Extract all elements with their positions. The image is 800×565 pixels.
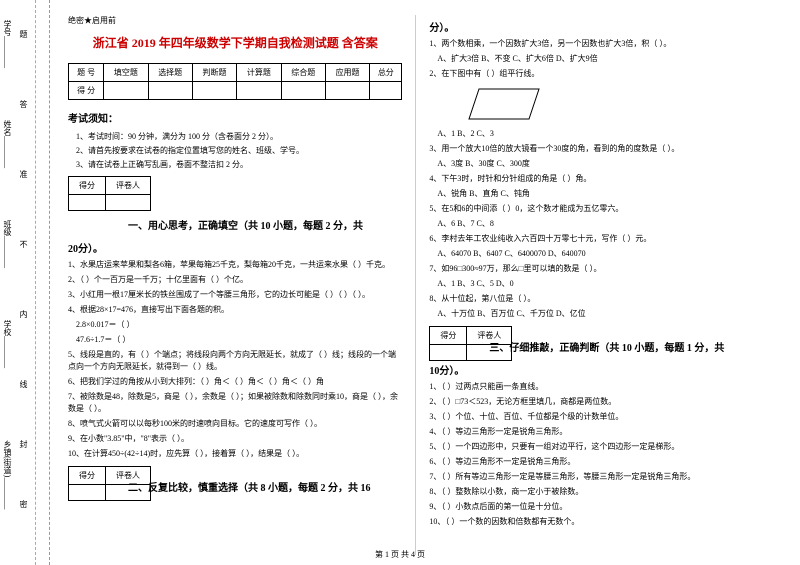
question: 10、在计算450÷(42÷14)时，应先算（ ），接着算（ ），结果是（ ）。 xyxy=(68,448,402,460)
question: 6、李村去年工农业纯收入六百四十万零七十元，写作（ ）元。 xyxy=(429,233,763,245)
section-2-cont: 分）。 xyxy=(429,19,763,34)
margin-field-name: 姓名________ xyxy=(2,120,13,168)
question: 6、（ ）等边三角形不一定是锐角三角形。 xyxy=(429,456,763,468)
question: 2、（ ）个一百万是一千万；十亿里面有（ ）个亿。 xyxy=(68,274,402,286)
seal-char: 答 xyxy=(18,100,29,108)
question-opts: A、十万位 B、百万位 C、千万位 D、亿位 xyxy=(429,308,763,320)
right-column: 分）。 1、两个数相乘，一个因数扩大3倍，另一个因数也扩大3倍，积（ ）。 A、… xyxy=(421,15,771,555)
question: 7、（ ）所有等边三角形一定是等腰三角形，等腰三角形一定是锐角三角形。 xyxy=(429,471,763,483)
question-opts: A、1 B、3 C、5 D、0 xyxy=(429,278,763,290)
notice-item: 3、请在试卷上正确写乱画，卷面不整洁扣 2 分。 xyxy=(68,159,402,170)
mini-header: 评卷人 xyxy=(106,177,151,195)
question: 9、在小数"3.85"中，"8"表示（ ）。 xyxy=(68,433,402,445)
score-header: 判断题 xyxy=(192,64,236,82)
seal-char: 内 xyxy=(18,310,29,318)
margin-field-school: 学校________ xyxy=(2,320,13,368)
binding-margin: 学号________ 姓名________ 班级________ 学校_____… xyxy=(0,0,50,565)
section-1-cont: 20分）。 xyxy=(68,240,402,255)
seal-char: 封 xyxy=(18,440,29,448)
seal-char: 密 xyxy=(18,500,29,508)
question: 3、小红用一根17厘米长的铁丝围成了一个等腰三角形，它的边长可能是（ ）（ ）（… xyxy=(68,289,402,301)
margin-field-town: 乡镇(街道)________ xyxy=(2,440,13,509)
table-row: 题 号 填空题 选择题 判断题 计算题 综合题 应用题 总分 xyxy=(69,64,402,82)
question: 10、（ ）一个数的因数和倍数都有无数个。 xyxy=(429,516,763,528)
score-table: 题 号 填空题 选择题 判断题 计算题 综合题 应用题 总分 得 分 xyxy=(68,63,402,100)
question: 1、两个数相乘，一个因数扩大3倍，另一个因数也扩大3倍，积（ ）。 xyxy=(429,38,763,50)
score-header: 选择题 xyxy=(148,64,192,82)
score-header: 填空题 xyxy=(104,64,148,82)
section-1-title: 一、用心思考，正确填空（共 10 小题，每题 2 分，共 xyxy=(128,221,363,232)
section-2-title: 二、反复比较，慎重选择（共 8 小题，每题 2 分，共 16 xyxy=(128,479,402,494)
score-header: 计算题 xyxy=(237,64,281,82)
question: 5、在5和6的中间添（ ）0，这个数才能成为五亿零六。 xyxy=(429,203,763,215)
score-header: 总分 xyxy=(370,64,402,82)
question: 7、如96□300≈97万，那么□里可以填的数是（ ）。 xyxy=(429,263,763,275)
question: 4、下午3时，时针和分针组成的角是（ ）角。 xyxy=(429,173,763,185)
question: 3、用一个放大10倍的放大镜看一个30度的角，看到的角的度数是（ ）。 xyxy=(429,143,763,155)
grader-table: 得分评卷人 xyxy=(68,176,151,211)
notice-title: 考试须知： xyxy=(68,110,402,125)
question: 9、（ ）小数点后面的第一位是十分位。 xyxy=(429,501,763,513)
question: 8、（ ）整数除以小数，商一定小于被除数。 xyxy=(429,486,763,498)
notice-item: 2、请首先按要求在试卷的指定位置填写您的姓名、班级、学号。 xyxy=(68,145,402,156)
question: 5、线段是直的，有（ ）个端点；将线段向两个方向无限延长，就成了（ ）线；线段的… xyxy=(68,349,402,373)
exam-title: 浙江省 2019 年四年级数学下学期自我检测试题 含答案 xyxy=(68,34,402,51)
question-opts: A、扩大3倍 B、不变 C、扩大6倍 D、扩大9倍 xyxy=(429,53,763,65)
notice-item: 1、考试时间：90 分钟，满分为 100 分（含卷面分 2 分）。 xyxy=(68,131,402,142)
section-3-cont: 10分）。 xyxy=(429,362,763,377)
score-header: 应用题 xyxy=(325,64,369,82)
seal-line xyxy=(35,0,36,565)
column-separator xyxy=(415,15,416,555)
question: 8、喷气式火箭可以以每秒100米的时速喷向目标。它的速度可写作（ ）。 xyxy=(68,418,402,430)
question-sub: 47.6÷1.7＝（ ） xyxy=(68,334,402,346)
question: 2、在下图中有（ ）组平行线。 xyxy=(429,68,763,80)
question-sub: 2.8×0.017＝（ ） xyxy=(68,319,402,331)
question: 1、（ ）过两点只能画一条直线。 xyxy=(429,381,763,393)
question: 1、水果店运来苹果和梨各6箱，苹果每箱25千克，梨每箱20千克，一共运来水果（ … xyxy=(68,259,402,271)
margin-field-class: 班级________ xyxy=(2,220,13,268)
question-opts: A、3度 B、30度 C、300度 xyxy=(429,158,763,170)
mini-header: 得分 xyxy=(69,177,106,195)
question: 7、被除数是48，除数是5，商是（ ），余数是（ ）；如果被除数和除数同时乘10… xyxy=(68,391,402,415)
seal-char: 线 xyxy=(18,380,29,388)
score-header: 综合题 xyxy=(281,64,325,82)
question: 4、根据28×17=476，直接写出下面各题的积。 xyxy=(68,304,402,316)
question: 6、把我们学过的角按从小到大排列：（ ）角＜（ ）角＜（ ）角＜（ ）角 xyxy=(68,376,402,388)
question: 8、从十位起，第八位是（ ）。 xyxy=(429,293,763,305)
margin-field-id: 学号________ xyxy=(2,20,13,68)
rhombus-icon xyxy=(459,84,549,124)
question: 3、（ ）个位、十位、百位、千位都是个级的计数单位。 xyxy=(429,411,763,423)
seal-char: 题 xyxy=(18,30,29,38)
score-label: 得 分 xyxy=(69,82,104,100)
mini-header: 得分 xyxy=(69,467,106,485)
question-opts: A、6 B、7 C、8 xyxy=(429,218,763,230)
secret-label: 绝密★启用前 xyxy=(68,15,402,26)
question-opts: A、1 B、2 C、3 xyxy=(429,128,763,140)
table-row: 得 分 xyxy=(69,82,402,100)
question-opts: A、64070 B、6407 C、6400070 D、640070 xyxy=(429,248,763,260)
page-footer: 第 1 页 共 4 页 xyxy=(0,549,800,560)
section-3-title: 三、仔细推敲，正确判断（共 10 小题，每题 1 分，共 xyxy=(489,339,763,354)
question: 2、（ ）□73＜523，无论方框里填几，商都是两位数。 xyxy=(429,396,763,408)
mini-header: 得分 xyxy=(430,327,467,345)
seal-char: 不 xyxy=(18,240,29,248)
left-column: 绝密★启用前 浙江省 2019 年四年级数学下学期自我检测试题 含答案 题 号 … xyxy=(60,15,410,555)
content-area: 绝密★启用前 浙江省 2019 年四年级数学下学期自我检测试题 含答案 题 号 … xyxy=(50,0,800,565)
seal-char: 准 xyxy=(18,170,29,178)
question-opts: A、锐角 B、直角 C、钝角 xyxy=(429,188,763,200)
question: 5、（ ）一个四边形中，只要有一组对边平行，这个四边形一定是梯形。 xyxy=(429,441,763,453)
question: 4、（ ）等边三角形一定是锐角三角形。 xyxy=(429,426,763,438)
score-header: 题 号 xyxy=(69,64,104,82)
